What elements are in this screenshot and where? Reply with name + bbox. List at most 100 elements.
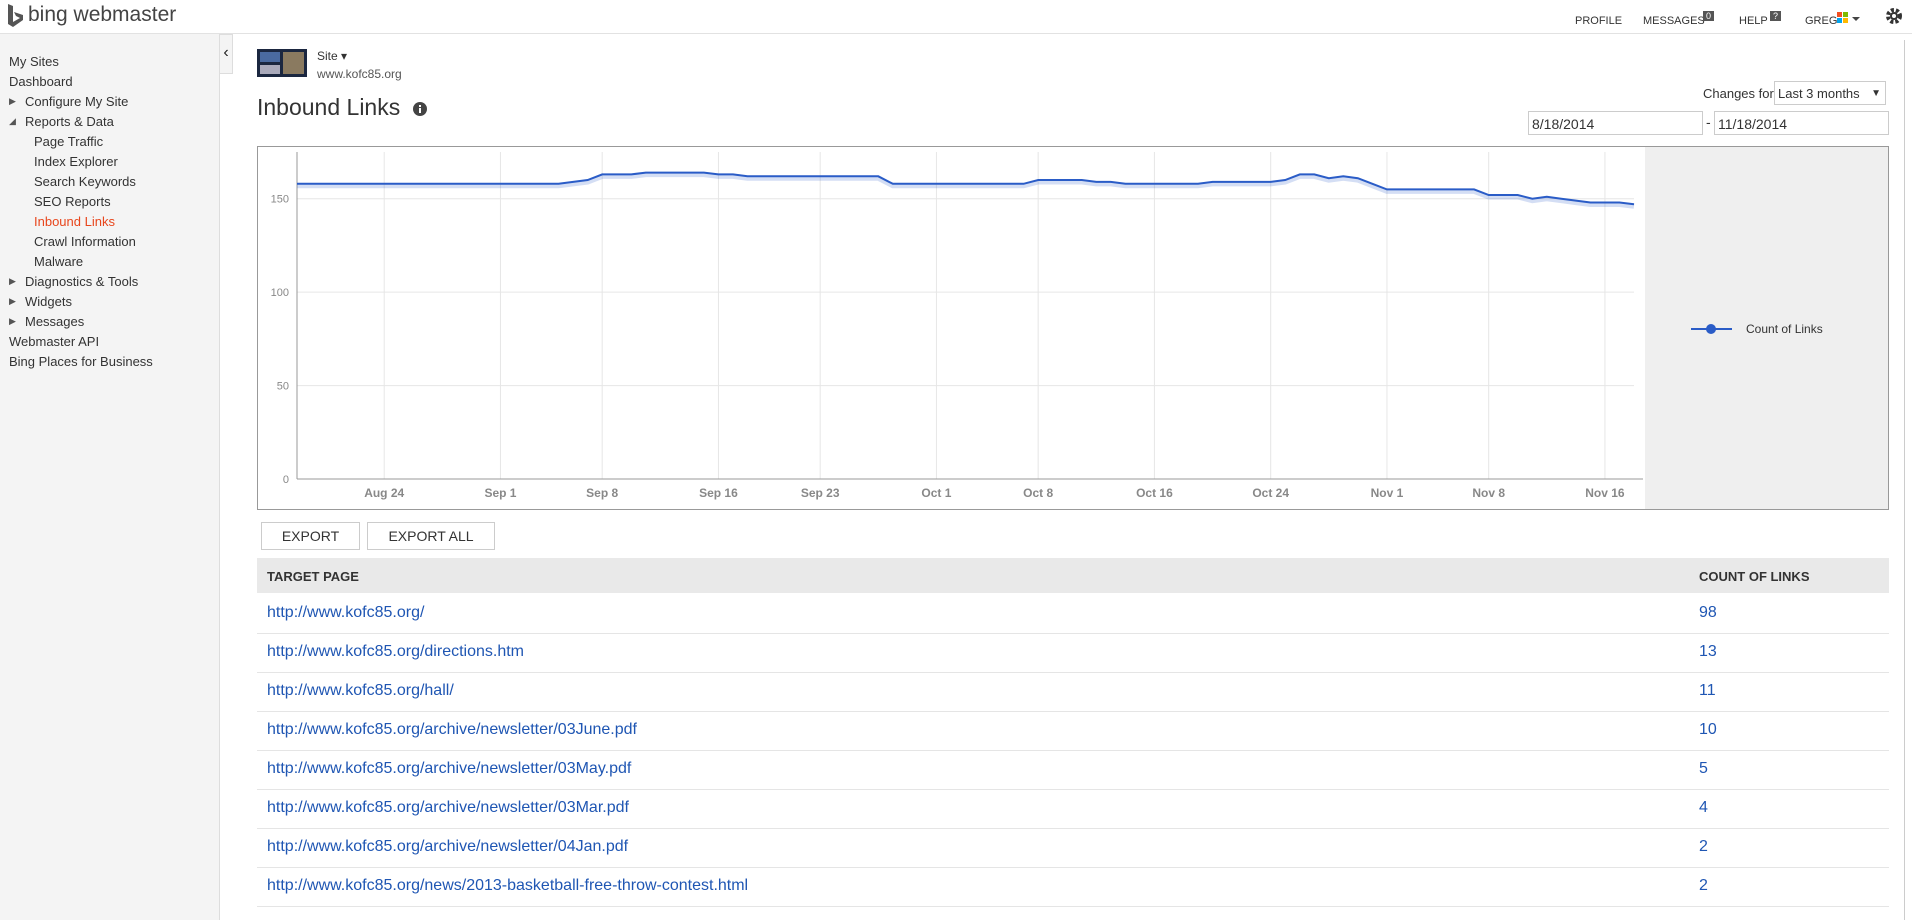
nav-profile[interactable]: PROFILE [1575,15,1623,27]
nav-help[interactable]: HELP [1739,15,1768,27]
link-count[interactable]: 5 [1699,760,1708,777]
series-line-shadow [297,172,1635,209]
table-header [257,558,1889,593]
nav-sublink[interactable]: Index Explorer [34,154,118,169]
target-page-link[interactable]: http://www.kofc85.org/hall/ [267,682,454,699]
target-page-link[interactable]: http://www.kofc85.org/archive/newsletter… [267,838,629,855]
range-value: Last 3 months [1778,86,1860,101]
target-page-link[interactable]: http://www.kofc85.org/archive/newsletter… [267,721,637,738]
nav-link[interactable]: Widgets [25,294,72,309]
date-separator: - [1706,114,1711,130]
help-badge: ? [1770,11,1782,21]
nav-sublink[interactable]: Page Traffic [34,134,104,149]
range-select[interactable]: Last 3 months ▼ [1774,81,1886,105]
chart: 0 50 100 150 Aug 24 Sep 1 Sep 8 Sep 16 Sep 23 Oct… [257,146,1889,510]
y-tick-label: 100 [271,287,289,299]
nav-user[interactable]: GREG [1805,15,1838,27]
nav-link[interactable]: Diagnostics & Tools [25,274,139,289]
link-count[interactable]: 10 [1699,721,1717,738]
page-title: Inbound Links [257,94,401,120]
expand-arrow: ▶ [9,96,16,106]
site-menu[interactable]: Site ▾ [317,49,348,63]
x-tick-label: Nov 8 [1472,486,1505,500]
legend-marker [1706,324,1716,334]
messages-badge: 0 [1703,11,1715,21]
x-tick-label: Sep 16 [699,486,738,500]
series-line [297,171,1635,206]
nav-link[interactable]: Bing Places for Business [9,354,153,369]
date-to[interactable]: 11/18/2014 [1714,111,1889,135]
site-url: www.kofc85.org [317,67,402,81]
table-row: http://www.kofc85.org/archive/newsletter… [257,750,1889,790]
x-tick-label: Oct 8 [1023,486,1053,500]
export-all-button[interactable]: EXPORT ALL [367,522,495,550]
export-button[interactable]: EXPORT [261,522,360,550]
nav-link[interactable]: Webmaster API [9,334,100,349]
brand: bing webmaster [28,3,177,26]
site-label: Site [317,49,338,63]
expand-arrow: ▶ [9,296,16,306]
x-tick-label: Nov 16 [1585,486,1625,500]
settings-gear[interactable] [1885,7,1903,25]
x-tick-label: Oct 24 [1252,486,1289,500]
legend-panel [1645,147,1888,509]
x-tick-label: Sep 8 [586,486,618,500]
table-row: http://www.kofc85.org/98 [257,594,1889,634]
table-row: http://www.kofc85.org/archive/newsletter… [257,828,1889,868]
collapse-tab[interactable]: ‹ [220,34,233,74]
target-page-link[interactable]: http://www.kofc85.org/archive/newsletter… [267,760,632,777]
changes-for-label: Changes for [1703,86,1774,101]
column-header: TARGET PAGE [267,569,359,584]
table-row: http://www.kofc85.org/directions.htm 13 [257,633,1889,673]
y-tick-label: 50 [277,381,289,393]
x-tick-label: Sep 1 [484,486,516,500]
legend-label: Count of Links [1746,322,1823,336]
target-page-link[interactable]: http://www.kofc85.org/news/2013-basketba… [267,877,749,894]
sidebar: My Sites Dashboard ▶ Configure My Site ◢ Repo… [0,34,220,920]
x-tick-label: Aug 24 [364,486,404,500]
nav-sublink[interactable]: SEO Reports [34,194,111,209]
column-header: COUNT OF LINKS [1699,569,1810,584]
link-count[interactable]: 13 [1699,643,1717,660]
link-count[interactable]: 4 [1699,799,1708,816]
nav-link[interactable]: Configure My Site [25,94,129,109]
link-count[interactable]: 2 [1699,877,1708,894]
nav-sublink[interactable]: Malware [34,254,84,269]
site-thumbnail [257,49,307,77]
table-row: http://www.kofc85.org/archive/newsletter… [257,711,1889,751]
link-count[interactable]: 2 [1699,838,1708,855]
date-from[interactable]: 8/18/2014 [1528,111,1703,135]
nav-link[interactable]: Dashboard [9,74,73,89]
link-count[interactable]: 98 [1699,604,1717,621]
y-tick-label: 150 [271,194,289,206]
y-tick-label: 0 [283,474,289,486]
x-tick-label: Oct 1 [921,486,951,500]
nav-messages[interactable]: MESSAGES [1643,15,1705,27]
nav-sublink[interactable]: Crawl Information [34,234,136,249]
table-row: http://www.kofc85.org/hall/11 [257,672,1889,712]
nav-link[interactable]: Messages [25,314,85,329]
target-page-link[interactable]: http://www.kofc85.org/archive/newsletter… [267,799,629,816]
nav-sublink[interactable]: Inbound Links [34,214,115,229]
expand-arrow: ◢ [9,116,16,126]
nav-link[interactable]: Reports & Data [25,114,114,129]
nav-link[interactable]: My Sites [9,54,59,69]
target-page-link[interactable]: http://www.kofc85.org/directions.htm [267,643,524,660]
table-row: http://www.kofc85.org/archive/newsletter… [257,789,1889,829]
top-bar: bing webmaster PROFILE MESSAGES 0 HELP ?… [0,0,1912,34]
bing-logo [8,4,23,27]
info-icon[interactable] [412,101,428,117]
user-icon [1837,12,1860,23]
x-tick-label: Nov 1 [1371,486,1404,500]
nav-sublink[interactable]: Search Keywords [34,174,136,189]
expand-arrow: ▶ [9,276,16,286]
x-tick-label: Oct 16 [1136,486,1173,500]
target-page-link[interactable]: http://www.kofc85.org/ [267,604,425,621]
link-count[interactable]: 11 [1699,682,1716,699]
table-row: http://www.kofc85.org/news/2013-basketba… [257,867,1889,907]
expand-arrow: ▶ [9,316,16,326]
x-tick-label: Sep 23 [801,486,840,500]
scrollbar [1904,40,1905,920]
